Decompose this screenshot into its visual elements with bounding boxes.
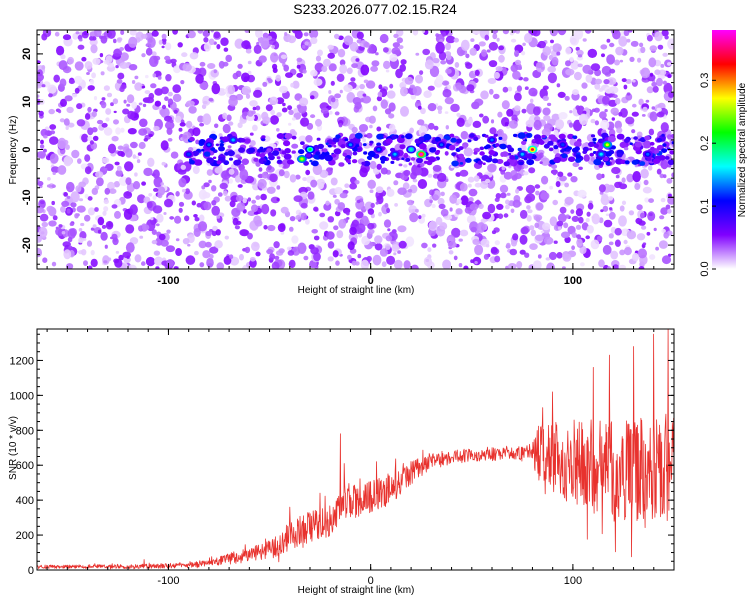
spectrogram-xlabel: Height of straight line (km) <box>298 285 415 296</box>
bright-spot <box>596 150 607 159</box>
snr-xlabel: Height of straight line (km) <box>298 585 415 596</box>
colorbar-label: Normalized spectral amplitude <box>737 82 748 217</box>
spectrogram-field <box>37 30 674 269</box>
bright-spot <box>203 140 214 149</box>
bright-spot <box>557 140 568 149</box>
colorbar-ticks: 0.0 0.1 0.2 0.3 <box>699 73 716 277</box>
colorbar-tick-label: 0.0 <box>699 261 711 276</box>
bright-spot <box>487 135 497 144</box>
spectrogram-ytick-label: 10 <box>21 96 33 108</box>
bright-spot <box>373 145 384 154</box>
snr-ytick-label: 600 <box>16 460 34 472</box>
snr-series-line <box>37 329 674 570</box>
bright-spot <box>527 145 538 154</box>
spectrogram-ytick-label: 20 <box>21 48 33 60</box>
snr-ytick-label: 200 <box>16 530 34 542</box>
spectrogram-xtick-label: 100 <box>564 275 582 287</box>
snr-ytick-label: 400 <box>16 495 34 507</box>
snr-xtick-label: -100 <box>157 575 179 587</box>
snr-ytick-label: 0 <box>28 565 34 577</box>
colorbar-tick-label: 0.1 <box>699 198 711 213</box>
bright-spot <box>389 150 400 159</box>
colorbar-tick-label: 0.2 <box>699 136 711 151</box>
spectrogram-noise <box>37 30 674 269</box>
bright-spot <box>436 140 447 149</box>
snr-ylabel: SNR (10 * v/v) <box>8 416 19 480</box>
bright-spot <box>416 150 427 159</box>
spectrogram-ylabel: Frequency (Hz) <box>8 116 19 185</box>
bright-spot <box>517 150 528 159</box>
snr-ytick-label: 800 <box>16 425 34 437</box>
spectrogram-ytick-label: -20 <box>21 237 33 253</box>
chart-title: S233.2026.077.02.15.R24 <box>293 1 457 17</box>
bright-spot <box>602 140 613 149</box>
colorbar-ramp <box>712 30 736 269</box>
bright-spot <box>296 155 307 164</box>
snr-frame <box>36 328 675 571</box>
spectrogram-ytick-label: -10 <box>21 189 33 205</box>
bright-spot <box>642 150 653 159</box>
bright-spot <box>183 150 194 159</box>
spectrogram-xtick-label: 0 <box>368 275 374 287</box>
bright-spot <box>305 145 315 154</box>
spectrogram-ytick-label: 0 <box>21 146 33 152</box>
spectrogram-bright-spots <box>183 135 653 164</box>
snr-xtick-label: 0 <box>368 575 374 587</box>
snr-xtick-label: 100 <box>564 575 582 587</box>
colorbar: 0.0 0.1 0.2 0.3 Normalized spectral amplitu… <box>699 30 748 277</box>
snr-series <box>37 329 674 570</box>
colorbar-tick-label: 0.3 <box>699 73 711 88</box>
spectrogram-xtick-label: -100 <box>157 275 179 287</box>
snr-ytick-label: 1200 <box>10 355 34 367</box>
bright-spot <box>345 140 356 149</box>
bright-spot <box>406 145 417 154</box>
snr-ytick-label: 1000 <box>10 390 34 402</box>
bright-spot <box>228 135 239 144</box>
